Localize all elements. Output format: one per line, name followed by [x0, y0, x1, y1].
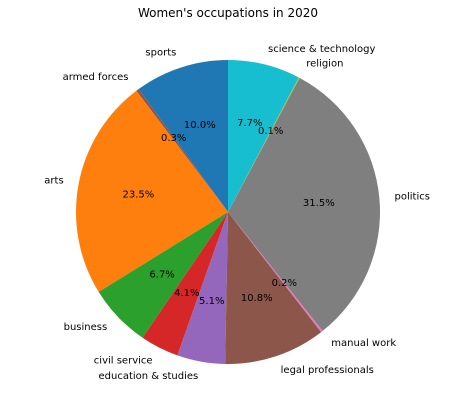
pie-slice-science-and-technology — [228, 60, 299, 212]
category-label-civil-service: civil service — [94, 356, 153, 367]
pie-slices — [75, 60, 380, 364]
category-label-armed-forces: armed forces — [63, 72, 129, 83]
pie-slice-politics — [228, 77, 380, 331]
percent-label-armed-forces: 0.3% — [161, 133, 186, 144]
percent-labels: 10.0% 0.3% 23.5% 6.7%4.1%5.1% 10.8% 0.2% 31.5%… — [122, 118, 334, 307]
percent-label-business: 6.7% — [149, 270, 174, 281]
percent-label-civil-service: 4.1% — [174, 288, 199, 299]
pie-slice-manual-work — [228, 212, 323, 333]
percent-label-manual-work: 0.2% — [272, 278, 297, 289]
category-label-arts: arts — [44, 176, 63, 187]
percent-label-religion: 0.1% — [258, 126, 283, 137]
pie-slice-business — [98, 212, 229, 338]
percent-label-politics: 31.5% — [303, 198, 335, 209]
category-labels: sports armed forces arts business civil serv… — [44, 44, 430, 382]
category-label-science-and-technology: science & technology — [268, 44, 375, 55]
pie-slice-arts — [75, 90, 228, 292]
category-label-politics: politics — [395, 191, 430, 202]
category-label-education-and-studies: education & studies — [98, 371, 198, 382]
pie-slice-religion — [228, 77, 300, 212]
pie-slice-civil-service — [142, 212, 228, 356]
percent-label-science-and-technology: 7.7% — [237, 118, 262, 129]
percent-label-education-and-studies: 5.1% — [199, 296, 224, 307]
pie-slice-armed-forces — [136, 89, 228, 212]
pie-slice-legal-professionals — [225, 212, 322, 364]
percent-label-legal-professionals: 10.8% — [241, 293, 273, 304]
category-label-business: business — [64, 322, 108, 333]
chart-title: Women's occupations in 2020 — [138, 6, 318, 20]
category-label-sports: sports — [145, 47, 176, 58]
category-label-manual-work: manual work — [331, 338, 396, 349]
pie-slice-sports — [138, 60, 228, 212]
percent-label-sports: 10.0% — [184, 120, 216, 131]
category-label-legal-professionals: legal professionals — [281, 365, 374, 376]
percent-label-arts: 23.5% — [122, 190, 154, 201]
pie-slice-education-and-studies — [177, 212, 228, 364]
category-label-religion: religion — [306, 59, 343, 70]
